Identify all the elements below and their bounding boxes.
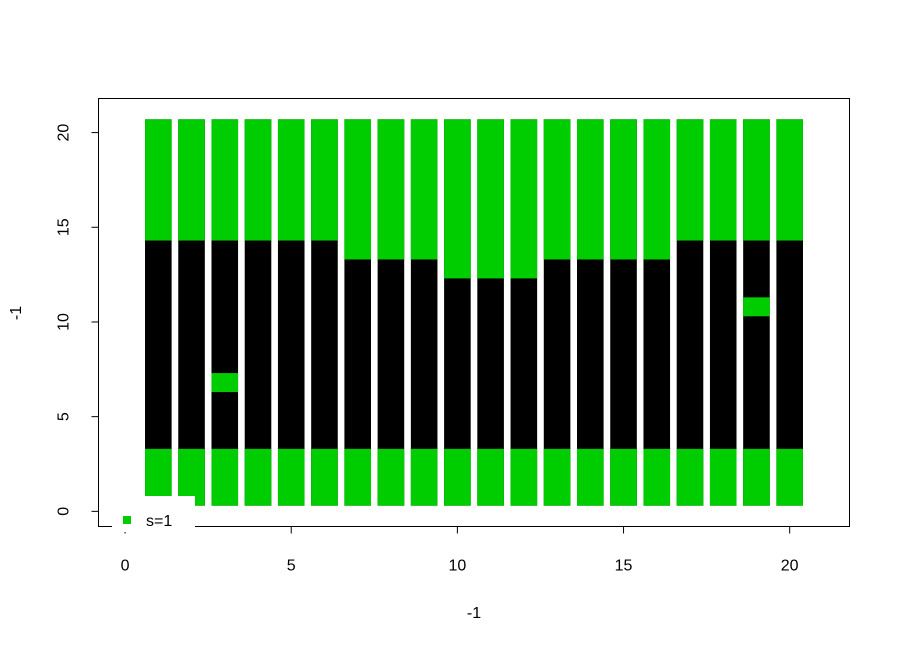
cell-state-1 xyxy=(410,448,438,506)
y-tick-label: 15 xyxy=(56,218,73,236)
cell-state-1 xyxy=(709,119,737,241)
cell-state-1 xyxy=(211,373,239,393)
y-tick-label: 20 xyxy=(56,124,73,142)
x-tick-label: 20 xyxy=(781,558,799,575)
cell-state-1 xyxy=(776,448,803,506)
cell-state-1 xyxy=(510,119,538,279)
cell-state-1 xyxy=(743,119,770,241)
cell-state-1 xyxy=(145,119,172,241)
legend-box xyxy=(112,496,195,532)
cell-state-1 xyxy=(377,448,405,506)
cell-state-1 xyxy=(543,119,571,260)
legend-swatch xyxy=(123,516,131,524)
x-axis-title: -1 xyxy=(467,605,481,622)
cell-state-1 xyxy=(610,448,637,506)
cell-state-1 xyxy=(277,448,305,506)
x-tick-label: 5 xyxy=(287,558,296,575)
cell-state-1 xyxy=(543,448,571,506)
legend: s=1 xyxy=(112,496,195,532)
x-tick-label: 10 xyxy=(448,558,466,575)
cell-state-1 xyxy=(178,119,205,241)
cell-state-1 xyxy=(410,119,438,260)
y-tick-label: 0 xyxy=(56,507,73,516)
cell-state-1 xyxy=(776,119,803,241)
y-axis: 0 5 10 15 20 xyxy=(56,124,99,516)
x-tick-label: 15 xyxy=(615,558,633,575)
cell-state-1 xyxy=(311,448,338,506)
x-tick-label: 0 xyxy=(121,558,130,575)
cell-state-1 xyxy=(676,119,704,241)
cell-state-1 xyxy=(676,448,704,506)
cell-state-1 xyxy=(610,119,637,260)
cell-state-1 xyxy=(344,448,371,506)
cell-state-1 xyxy=(477,119,504,279)
y-axis-title: -1 xyxy=(8,306,25,320)
cell-state-1 xyxy=(377,119,405,260)
cell-state-1 xyxy=(709,448,737,506)
cell-state-1 xyxy=(311,119,338,241)
legend-label: s=1 xyxy=(146,513,172,530)
cell-state-1 xyxy=(444,448,471,506)
cell-state-1 xyxy=(211,448,239,506)
cell-state-1 xyxy=(643,119,671,260)
cell-state-1 xyxy=(510,448,538,506)
cell-state-1 xyxy=(577,119,604,260)
cell-state-1 xyxy=(277,119,305,241)
cell-state-1 xyxy=(477,448,504,506)
plot-cells xyxy=(145,119,803,506)
cell-state-1 xyxy=(577,448,604,506)
x-axis: 0 5 10 15 20 xyxy=(121,526,799,575)
cell-state-1 xyxy=(344,119,371,260)
y-tick-label: 5 xyxy=(56,412,73,421)
cell-state-1 xyxy=(244,448,272,506)
cell-state-1 xyxy=(244,119,272,241)
cell-state-1 xyxy=(743,297,770,317)
cell-state-1 xyxy=(643,448,671,506)
cell-state-1 xyxy=(211,119,239,241)
cell-state-1 xyxy=(743,448,770,506)
y-tick-label: 10 xyxy=(56,313,73,331)
cell-state-1 xyxy=(444,119,471,279)
